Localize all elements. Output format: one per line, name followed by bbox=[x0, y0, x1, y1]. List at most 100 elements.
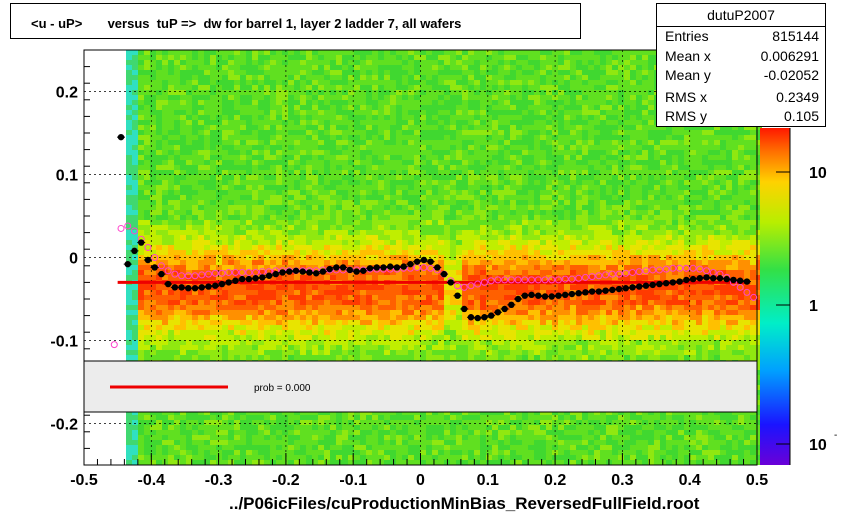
profile-magenta-point bbox=[171, 270, 179, 278]
profile-black-point bbox=[656, 280, 663, 288]
profile-black-point bbox=[306, 269, 313, 276]
x-tick-label: -0.3 bbox=[205, 472, 233, 489]
profile-magenta-point bbox=[494, 276, 502, 284]
profile-black-point bbox=[689, 275, 697, 283]
profile-black-point bbox=[205, 283, 212, 290]
profile-magenta-point bbox=[703, 267, 711, 275]
profile-black-point bbox=[636, 283, 643, 290]
profile-magenta-point bbox=[467, 282, 475, 290]
y-tick-label: -0.1 bbox=[50, 334, 78, 351]
profile-magenta-point bbox=[480, 278, 488, 286]
profile-magenta-point bbox=[205, 270, 213, 278]
profile-magenta-point bbox=[191, 272, 199, 280]
profile-magenta-point bbox=[608, 270, 616, 278]
profile-black-point bbox=[265, 272, 273, 279]
profile-black-point bbox=[346, 266, 354, 274]
profile-black-point bbox=[319, 268, 327, 275]
profile-black-point bbox=[407, 260, 414, 268]
profile-magenta-point bbox=[743, 288, 751, 296]
profile-black-point bbox=[501, 305, 508, 313]
profile-black-point bbox=[615, 285, 623, 293]
color-scale-bar bbox=[760, 128, 791, 465]
profile-magenta-point bbox=[110, 341, 118, 349]
colorbar-label: 10 bbox=[809, 437, 827, 454]
profile-black-point bbox=[413, 258, 421, 265]
profile-black-point bbox=[703, 274, 710, 281]
x-tick-label: 0.5 bbox=[746, 472, 768, 489]
profile-black-point bbox=[131, 247, 138, 255]
profile-black-point bbox=[662, 280, 670, 287]
x-tick-label: 0.1 bbox=[477, 472, 499, 489]
profile-black-point bbox=[696, 275, 703, 282]
profile-black-point bbox=[535, 292, 542, 299]
profile-black-point bbox=[454, 292, 461, 299]
profile-black-point bbox=[225, 279, 232, 286]
profile-black-point bbox=[218, 280, 226, 288]
x-tick-label: 0.2 bbox=[544, 472, 566, 489]
profile-black-point bbox=[393, 264, 401, 271]
profile-black-point bbox=[602, 287, 609, 294]
profile-magenta-point bbox=[649, 266, 657, 274]
profile-black-point bbox=[312, 270, 320, 277]
tick-labels: -0.5 -0.4 -0.3 -0.2 -0.1 0 0.1 0.2 0.3 0.4 0.5 0.2 0… bbox=[50, 85, 768, 490]
stats-value: -0.02052 bbox=[763, 67, 819, 83]
stats-value: 0.006291 bbox=[760, 48, 819, 64]
profile-magenta-point bbox=[157, 262, 165, 270]
profile-black-point bbox=[387, 263, 394, 270]
profile-magenta-point bbox=[588, 273, 596, 281]
stats-key: Entries bbox=[665, 28, 709, 44]
chart-title: <u - uP> versus tuP => dw for barrel 1, … bbox=[31, 16, 462, 31]
profile-magenta-point bbox=[642, 267, 650, 275]
profile-black-point bbox=[124, 260, 131, 268]
profile-magenta-point bbox=[615, 270, 623, 278]
profile-magenta-point bbox=[460, 283, 468, 291]
profile-magenta-point bbox=[736, 283, 744, 291]
profile-magenta-point bbox=[581, 273, 589, 281]
profile-black-point bbox=[629, 284, 636, 291]
profile-black-point bbox=[710, 275, 717, 282]
profile-black-point bbox=[171, 284, 179, 291]
profile-black-point bbox=[326, 265, 333, 273]
profile-black-point bbox=[333, 264, 340, 271]
profile-magenta-point bbox=[655, 266, 663, 274]
profile-black-point bbox=[151, 264, 158, 271]
profile-black-point bbox=[272, 270, 280, 278]
profile-black-point bbox=[299, 268, 306, 275]
y-tick-label: -0.2 bbox=[50, 417, 78, 434]
x-tick-label: -0.5 bbox=[70, 472, 98, 489]
y-tick-label: 0.2 bbox=[56, 85, 78, 102]
profile-black-point bbox=[508, 301, 515, 309]
profile-black-point bbox=[474, 314, 481, 322]
colorbar-label: 1 bbox=[809, 298, 818, 315]
profile-markers bbox=[110, 133, 758, 349]
stats-value: 0.2349 bbox=[776, 89, 819, 105]
profile-magenta-point bbox=[541, 276, 549, 284]
profile-black-point bbox=[609, 286, 616, 294]
x-tick-label: -0.1 bbox=[339, 472, 367, 489]
profile-black-point bbox=[461, 305, 468, 313]
profile-magenta-point bbox=[602, 271, 610, 279]
profile-black-point bbox=[400, 263, 407, 270]
profile-magenta-point bbox=[238, 268, 246, 276]
axes bbox=[83, 49, 758, 466]
profile-black-point bbox=[158, 270, 165, 278]
profile-black-point bbox=[178, 284, 185, 291]
profile-magenta-point bbox=[218, 269, 226, 277]
profile-black-point bbox=[595, 288, 603, 295]
profile-black-point bbox=[198, 284, 205, 291]
profile-black-point bbox=[683, 276, 690, 284]
profile-magenta-point bbox=[164, 267, 172, 275]
x-tick-label: 0.4 bbox=[679, 472, 701, 489]
profile-black-point bbox=[642, 282, 650, 289]
profile-black-point bbox=[622, 285, 629, 292]
profile-black-point bbox=[561, 291, 569, 299]
profile-black-point bbox=[420, 256, 428, 264]
profile-black-point bbox=[144, 256, 152, 264]
profile-black-point bbox=[164, 280, 172, 288]
profile-black-point bbox=[528, 291, 535, 299]
stats-key: RMS x bbox=[665, 89, 707, 105]
profile-black-point bbox=[494, 309, 502, 316]
profile-black-point bbox=[649, 281, 656, 289]
